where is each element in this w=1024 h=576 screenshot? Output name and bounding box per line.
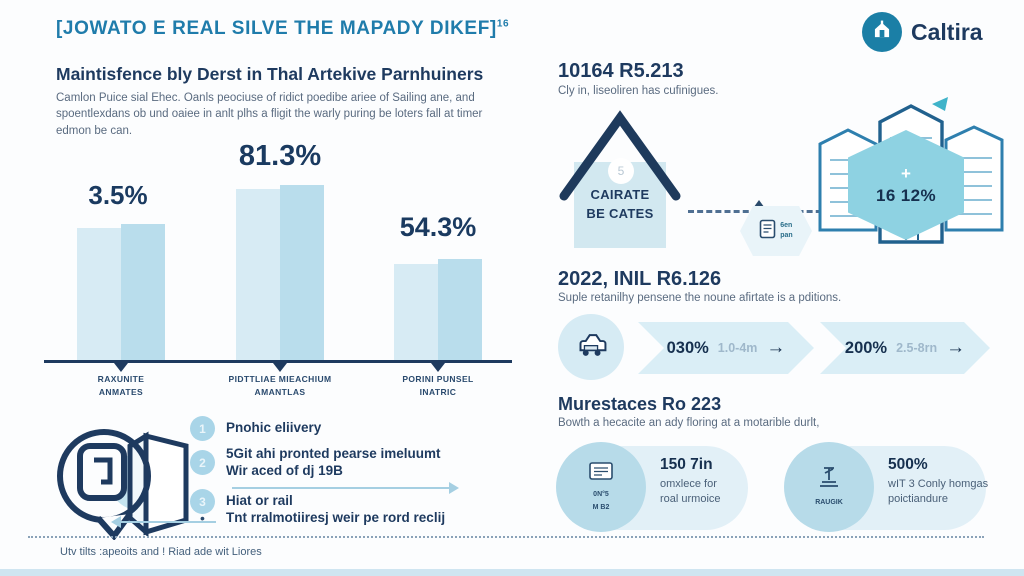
list-number-badge: 2 — [190, 450, 215, 476]
stat-heading-2: 2022, INIL R6.126 — [558, 268, 722, 290]
stat-card-text: 150 7in omxlece for roal urmoice — [660, 456, 721, 505]
bar — [236, 189, 280, 362]
stat-subtitle-3: Bowth a hecacite an ady floring at a mot… — [558, 417, 820, 429]
bar-group — [77, 224, 165, 362]
document-icon — [759, 219, 776, 244]
bar-value-label: 81.3% — [238, 140, 322, 172]
brand-logo-circle — [862, 12, 902, 52]
axis-category-label: RAXUNITE ANMATES — [97, 374, 145, 397]
section-heading: Maintisfence bly Derst in Thal Artekive … — [56, 64, 484, 84]
right-arrow-icon: → — [946, 337, 966, 358]
bottom-accent-strip — [0, 569, 1024, 576]
bar — [121, 224, 165, 362]
brand-name: Caltira — [911, 18, 983, 45]
list-item: 2 5Git ahi pronted pearse imeluumt Wir a… — [190, 446, 441, 480]
stat-card-badge: 0N°5 M B2 — [556, 442, 646, 532]
bar-group — [236, 185, 324, 362]
stat-card-text: 500% wIT 3 Conly homgas poictiandure — [888, 456, 989, 505]
page-title-superscript: 16 — [496, 18, 510, 30]
bullet-icon: • — [200, 510, 205, 527]
house-circle-glyph: 5 — [608, 158, 634, 184]
house-icon — [871, 19, 893, 46]
axis-tick-icon — [273, 363, 287, 372]
stat-card-badge: RAUGIK — [784, 442, 874, 532]
axis-tick-icon — [114, 363, 128, 372]
hex-badge: 6en pan — [740, 206, 812, 256]
list-item: 1 Pnohic eliivery — [190, 416, 321, 441]
chart-axis-line — [44, 360, 512, 363]
footer-text: Utv tilts :apeoits and ! Riad ade wit Li… — [60, 546, 262, 558]
car-icon-circle — [558, 314, 624, 380]
list-number-badge: 1 — [190, 416, 215, 441]
page-title: [JOWATO E REAL SILVE THE MAPADY DIKEF]16 — [56, 18, 509, 40]
bar — [77, 228, 121, 362]
axis-category-label: PIDTTLIAE MIEACHIUM AMANTLAS — [228, 374, 332, 397]
growth-value: 16 12% — [875, 185, 937, 205]
axis-tick-icon — [431, 363, 445, 372]
axis-category-label: PORINI PUNSEL INATRIC — [402, 374, 474, 397]
triangle-up-icon — [751, 200, 767, 211]
bar — [280, 185, 324, 362]
bar-value-label: 3.5% — [88, 180, 148, 210]
list-item: 3 Hiat or rail — [190, 489, 293, 514]
certificate-icon — [588, 461, 614, 488]
intro-paragraph: Camlon Puice sial Ehec. Oanls peociuse o… — [56, 92, 483, 137]
step-arrow-band: 200% 2.5-8rn → — [820, 322, 990, 374]
right-arrow — [232, 482, 459, 494]
page-title-text: [JOWATO E REAL SILVE THE MAPADY DIKEF] — [56, 18, 497, 39]
house-caption: CAIRATE BE CATES — [586, 187, 654, 221]
speech-bubble-box-icon — [46, 420, 206, 545]
stat-subtitle-1: Cly in, liseoliren has cufinigues. — [558, 85, 719, 97]
bar — [394, 264, 438, 362]
list-number-badge: 3 — [190, 489, 215, 514]
bar-value-label: 54.3% — [399, 212, 477, 242]
plus-icon: + — [901, 163, 911, 183]
right-arrow-icon: → — [766, 337, 786, 358]
brand-logo: Caltira — [862, 12, 983, 52]
gavel-icon — [816, 465, 842, 496]
list-item: • Tnt rralmotiiresj weir pe rord reclij — [190, 510, 445, 527]
stat-heading-1: 10164 R5.213 — [558, 60, 684, 82]
left-arrow — [111, 516, 216, 528]
car-icon — [570, 324, 612, 371]
bar-group — [394, 259, 482, 362]
footer-divider — [28, 536, 984, 538]
step-arrow-band: 030% 1.0-4m → — [638, 322, 814, 374]
bar — [438, 259, 482, 362]
stat-subtitle-2: Suple retanilhy pensene the noune afirta… — [558, 292, 842, 304]
stat-heading-3: Murestaces Ro 223 — [558, 394, 722, 414]
